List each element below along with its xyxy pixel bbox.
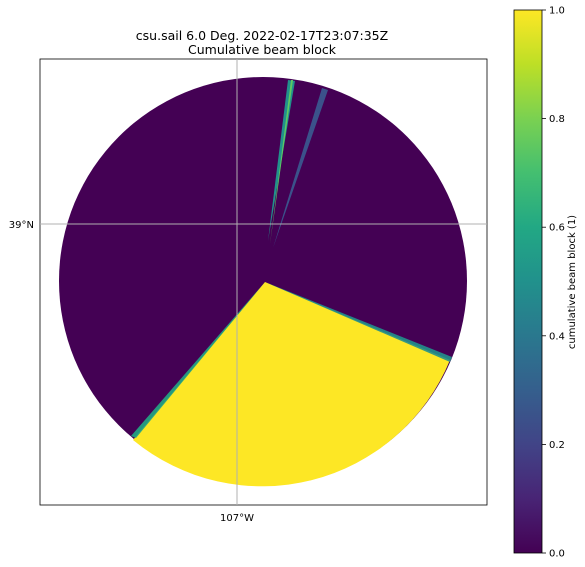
beam-block-edge-east xyxy=(265,282,452,362)
colorbar-tick-label: 0.8 xyxy=(549,114,565,125)
lat-tick-label: 39°N xyxy=(9,220,34,231)
colorbar-tick-label: 0.4 xyxy=(549,331,565,342)
radar-sweep xyxy=(59,77,467,487)
chart-title-line2: Cumulative beam block xyxy=(188,42,337,57)
colorbar-tick-label: 0.0 xyxy=(549,549,565,560)
colorbar-tick-label: 1.0 xyxy=(549,6,565,17)
colorbar xyxy=(513,9,543,554)
beam-block-sector-full xyxy=(133,282,450,487)
colorbar-ticks: 0.0 0.2 0.4 0.6 0.8 1.0 xyxy=(542,6,565,560)
chart-title-line1: csu.sail 6.0 Deg. 2022-02-17T23:07:35Z xyxy=(136,28,388,43)
colorbar-tick-label: 0.2 xyxy=(549,440,565,451)
lon-tick-label: 107°W xyxy=(220,513,254,524)
colorbar-label: cumulative beam block (1) xyxy=(567,215,578,349)
beam-block-edge-west xyxy=(131,282,265,438)
colorbar-tick-label: 0.6 xyxy=(549,223,565,234)
beam-block-spoke-2 xyxy=(273,88,328,248)
beam-block-spoke-3 xyxy=(270,80,293,244)
